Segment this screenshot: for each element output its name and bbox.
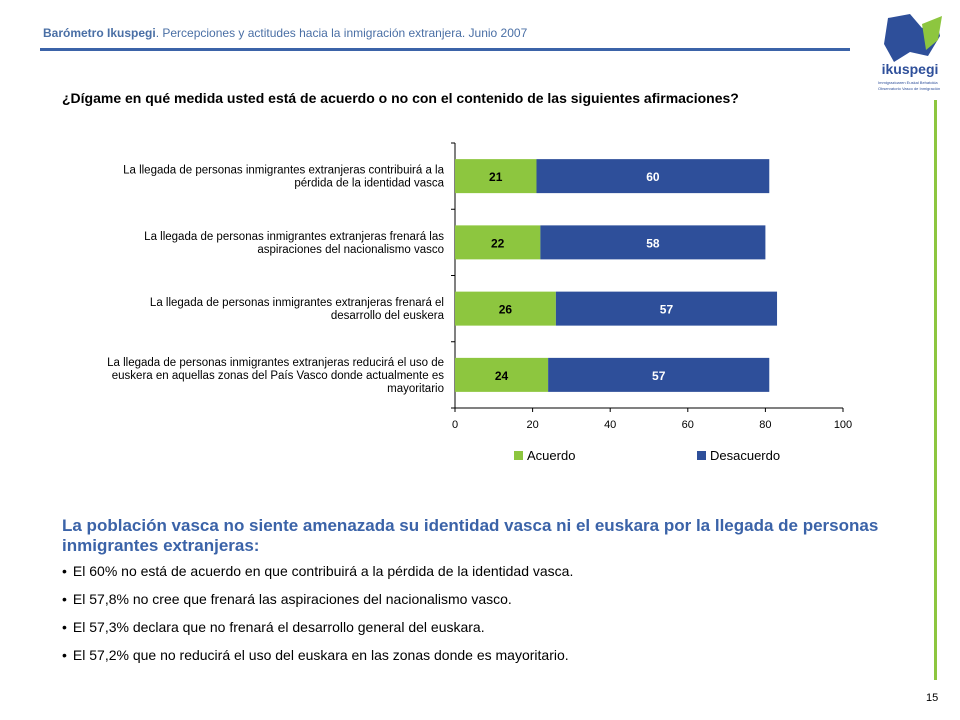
bar-acuerdo — [455, 159, 537, 194]
category-label: mayoritario — [387, 383, 444, 395]
bar-desacuerdo — [548, 357, 770, 392]
bar-desacuerdo — [555, 291, 778, 326]
category-label: La llegada de personas inmigrantes extra… — [150, 297, 444, 309]
category-label: La llegada de personas inmigrantes extra… — [107, 357, 444, 369]
side-divider — [934, 100, 937, 680]
category-label: La llegada de personas inmigrantes extra… — [144, 231, 444, 243]
bar-value-label: 21 — [489, 170, 503, 184]
summary-bullet: • El 57,8% no cree que frenará las aspira… — [62, 590, 902, 608]
legend-label: Acuerdo — [527, 448, 575, 463]
bar-value-label: 24 — [495, 369, 509, 383]
category-label: aspiraciones del nacionalismo vasco — [257, 244, 444, 256]
category-label: pérdida de la identidad vasca — [294, 178, 444, 190]
x-tick-label: 80 — [759, 419, 771, 431]
bar-value-label: 58 — [646, 236, 660, 250]
header-divider — [40, 48, 850, 51]
summary-bullet: • El 57,2% que no reducirá el uso del eus… — [62, 646, 902, 664]
logo-subtitle-1: Immigrazioaren Euskal Behatokia — [878, 80, 938, 85]
bullet-icon: • — [62, 563, 67, 579]
bar-desacuerdo — [536, 159, 770, 194]
bar-value-label: 60 — [646, 170, 660, 184]
bar-acuerdo — [455, 225, 541, 260]
x-tick-label: 40 — [604, 419, 616, 431]
report-title-rest: . Percepciones y actitudes hacia la inmi… — [155, 26, 528, 40]
bar-value-label: 57 — [652, 369, 666, 383]
bullet-icon: • — [62, 619, 67, 635]
x-tick-label: 100 — [834, 419, 852, 431]
legend-swatch — [697, 451, 706, 460]
bar-acuerdo — [455, 357, 549, 392]
logo-leaf-icon — [922, 16, 942, 50]
summary-bullet: • El 57,3% declara que no frenará el desa… — [62, 618, 902, 636]
bullet-icon: • — [62, 591, 67, 607]
page-number: 15 — [926, 692, 939, 704]
x-tick-label: 60 — [682, 419, 694, 431]
bar-value-label: 22 — [491, 236, 505, 250]
x-tick-label: 20 — [526, 419, 538, 431]
legend-swatch — [514, 451, 523, 460]
ikuspegi-logo: ikuspegi Immigrazioaren Euskal Behatokia… — [878, 14, 942, 91]
survey-question: ¿Dígame en qué medida usted está de acue… — [62, 90, 739, 106]
bullet-icon: • — [62, 647, 67, 663]
logo-wordmark: ikuspegi — [882, 61, 939, 77]
summary-bullet-text: El 57,8% no cree que frenará las aspirac… — [72, 591, 512, 607]
report-title-bold: Barómetro Ikuspegi — [43, 26, 156, 40]
bar-acuerdo — [455, 291, 556, 326]
summary-bullet-text: El 60% no está de acuerdo en que contrib… — [72, 563, 574, 579]
report-title: Barómetro Ikuspegi. Percepciones y actit… — [43, 26, 527, 40]
summary-bullet-text: El 57,2% que no reducirá el uso del eusk… — [72, 647, 569, 663]
stacked-bar-chart: 0 20 40 60 80 100 21 60 La llegada de personas i… — [107, 142, 852, 463]
bar-desacuerdo — [540, 225, 766, 260]
summary-title: La población vasca no siente amenazada s… — [62, 516, 879, 555]
category-label: desarrollo del euskera — [331, 310, 445, 322]
x-tick-label: 0 — [452, 419, 458, 431]
category-label: euskera en aquellas zonas del País Vasco… — [112, 370, 444, 382]
logo-subtitle-2: Observatorio Vasco de Inmigración — [878, 86, 940, 91]
legend-label: Desacuerdo — [710, 448, 780, 463]
bar-value-label: 26 — [499, 303, 513, 317]
summary-bullet-text: El 57,3% declara que no frenará el desar… — [72, 619, 485, 635]
summary-bullet: • El 60% no está de acuerdo en que contri… — [62, 562, 902, 580]
bar-value-label: 57 — [660, 303, 674, 317]
category-label: La llegada de personas inmigrantes extra… — [123, 165, 445, 177]
summary-section: La población vasca no siente amenazada s… — [62, 516, 902, 674]
